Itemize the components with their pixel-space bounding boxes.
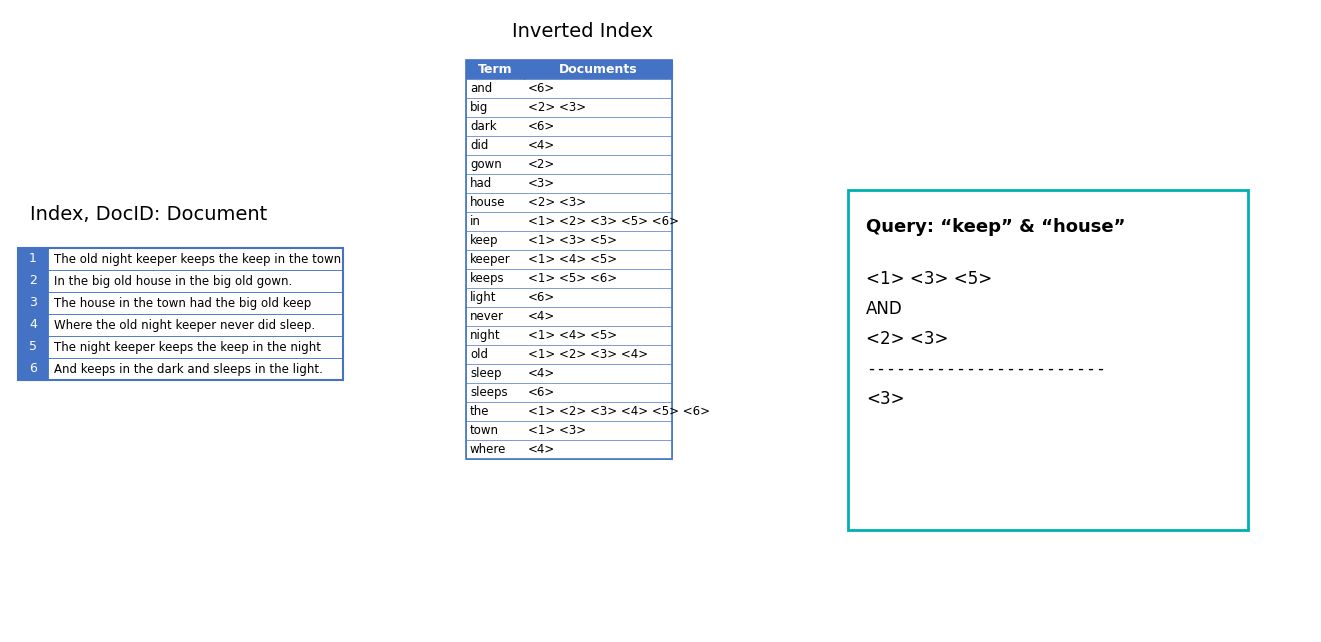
Bar <box>466 440 672 459</box>
Bar <box>466 117 672 136</box>
Text: 6: 6 <box>29 363 37 376</box>
Bar <box>466 250 672 269</box>
Text: gown: gown <box>470 158 502 171</box>
Text: sleep: sleep <box>470 367 502 380</box>
Text: keeps: keeps <box>470 272 505 285</box>
Text: <2>: <2> <box>528 158 555 171</box>
Bar <box>18 248 48 270</box>
Text: where: where <box>470 443 506 456</box>
Text: In the big old house in the big old gown.: In the big old house in the big old gown… <box>54 275 292 288</box>
Bar <box>466 326 672 345</box>
Bar <box>18 248 343 380</box>
Bar <box>466 421 672 440</box>
Text: <6>: <6> <box>528 82 555 95</box>
Text: sleeps: sleeps <box>470 386 507 399</box>
Text: in: in <box>470 215 481 228</box>
Text: <6>: <6> <box>528 120 555 133</box>
Text: keep: keep <box>470 234 498 247</box>
Text: The night keeper keeps the keep in the night: The night keeper keeps the keep in the n… <box>54 340 321 354</box>
Text: <3>: <3> <box>528 177 555 190</box>
Bar <box>466 193 672 212</box>
Text: never: never <box>470 310 505 323</box>
Text: dark: dark <box>470 120 497 133</box>
Bar <box>48 336 343 358</box>
Text: did: did <box>470 139 489 152</box>
Bar <box>466 98 672 117</box>
Text: <2> <3>: <2> <3> <box>528 196 587 209</box>
Bar <box>466 155 672 174</box>
Text: <1> <3> <5>: <1> <3> <5> <box>528 234 617 247</box>
Text: And keeps in the dark and sleeps in the light.: And keeps in the dark and sleeps in the … <box>54 363 322 376</box>
Text: 4: 4 <box>29 318 37 331</box>
Text: 5: 5 <box>29 340 37 354</box>
Text: <4>: <4> <box>528 367 555 380</box>
Text: Index, DocID: Document: Index, DocID: Document <box>30 205 267 225</box>
Bar <box>18 336 48 358</box>
Text: Where the old night keeper never did sleep.: Where the old night keeper never did sle… <box>54 318 316 331</box>
Bar <box>466 383 672 402</box>
Text: Query: “keep” & “house”: Query: “keep” & “house” <box>867 218 1125 236</box>
Text: Term: Term <box>478 63 513 76</box>
Bar <box>466 174 672 193</box>
Text: keeper: keeper <box>470 253 511 266</box>
Bar <box>48 270 343 292</box>
Text: the: the <box>470 405 490 418</box>
Text: <1> <3> <5>: <1> <3> <5> <box>867 270 992 288</box>
Bar <box>466 60 672 79</box>
Text: <1> <2> <3> <4> <5> <6>: <1> <2> <3> <4> <5> <6> <box>528 405 709 418</box>
Text: <4>: <4> <box>528 310 555 323</box>
Text: old: old <box>470 348 487 361</box>
Text: Documents: Documents <box>559 63 637 76</box>
Text: <1> <2> <3> <5> <6>: <1> <2> <3> <5> <6> <box>528 215 679 228</box>
Text: 3: 3 <box>29 297 37 309</box>
Bar <box>466 402 672 421</box>
Bar <box>466 269 672 288</box>
Bar <box>18 358 48 380</box>
Bar <box>466 288 672 307</box>
Text: <1> <2> <3> <4>: <1> <2> <3> <4> <box>528 348 649 361</box>
Bar <box>466 307 672 326</box>
Bar <box>18 314 48 336</box>
Text: town: town <box>470 424 499 437</box>
Bar <box>48 314 343 336</box>
Text: The old night keeper keeps the keep in the town: The old night keeper keeps the keep in t… <box>54 252 341 266</box>
Text: 1: 1 <box>29 252 37 266</box>
Bar <box>466 212 672 231</box>
Text: <4>: <4> <box>528 443 555 456</box>
Text: ------------------------: ------------------------ <box>867 360 1106 378</box>
Text: and: and <box>470 82 493 95</box>
Text: <4>: <4> <box>528 139 555 152</box>
Bar <box>466 79 672 98</box>
Text: <1> <4> <5>: <1> <4> <5> <box>528 329 617 342</box>
Bar <box>18 270 48 292</box>
Text: light: light <box>470 291 497 304</box>
Text: <3>: <3> <box>867 390 905 408</box>
Bar <box>466 60 672 459</box>
Text: <1> <3>: <1> <3> <box>528 424 587 437</box>
Text: 2: 2 <box>29 275 37 288</box>
Bar <box>466 136 672 155</box>
Text: <6>: <6> <box>528 291 555 304</box>
Text: AND: AND <box>867 300 902 318</box>
Bar <box>848 190 1248 530</box>
Bar <box>466 231 672 250</box>
Bar <box>48 248 343 270</box>
Text: <1> <5> <6>: <1> <5> <6> <box>528 272 617 285</box>
Text: The house in the town had the big old keep: The house in the town had the big old ke… <box>54 297 312 309</box>
Text: big: big <box>470 101 489 114</box>
Text: <2> <3>: <2> <3> <box>528 101 587 114</box>
Text: <1> <4> <5>: <1> <4> <5> <box>528 253 617 266</box>
Text: night: night <box>470 329 501 342</box>
Bar <box>18 292 48 314</box>
Bar <box>466 345 672 364</box>
Text: <2> <3>: <2> <3> <box>867 330 948 348</box>
Bar <box>466 364 672 383</box>
Text: had: had <box>470 177 493 190</box>
Bar <box>48 358 343 380</box>
Text: house: house <box>470 196 506 209</box>
Text: Inverted Index: Inverted Index <box>513 22 654 41</box>
Text: <6>: <6> <box>528 386 555 399</box>
Bar <box>48 292 343 314</box>
